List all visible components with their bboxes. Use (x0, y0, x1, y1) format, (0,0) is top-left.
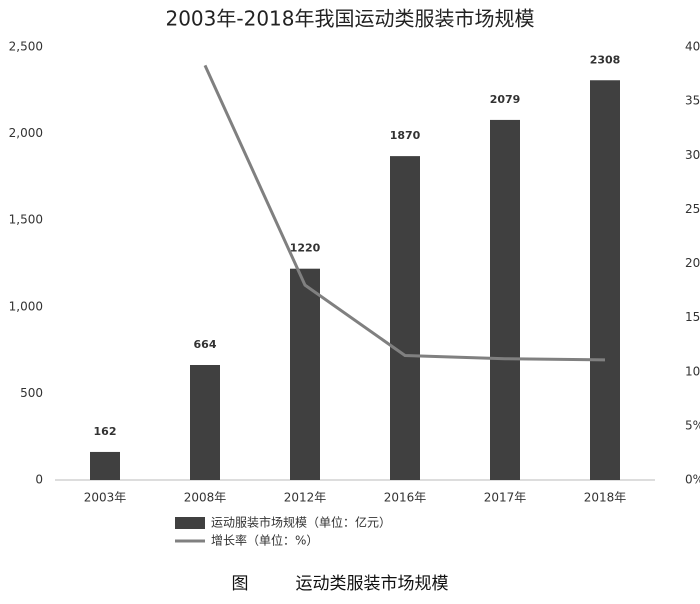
bar (490, 119, 520, 480)
bar (90, 451, 120, 480)
x-tick-label: 2003年 (84, 491, 127, 505)
y2-tick-label: 40% (685, 40, 700, 54)
bar (590, 80, 620, 481)
bar (190, 364, 220, 480)
y2-tick-label: 20% (685, 256, 700, 270)
x-tick-label: 2016年 (384, 491, 427, 505)
x-tick-label: 2018年 (584, 491, 627, 505)
value-label: 162 (94, 425, 117, 438)
x-tick-label: 2017年 (484, 491, 527, 505)
x-tick-label: 2012年 (284, 491, 327, 505)
y2-tick-label: 25% (685, 202, 700, 216)
y2-tick-label: 5% (685, 418, 700, 432)
y-tick-label: 0 (35, 473, 43, 487)
growth-line (203, 64, 606, 362)
value-label: 1870 (390, 129, 421, 142)
value-label: 2308 (590, 53, 621, 66)
bar (290, 268, 320, 480)
figure-label: 图 (232, 574, 249, 594)
legend-label: 运动服装市场规模（单位：亿元） (211, 515, 391, 530)
y2-tick-label: 15% (685, 310, 700, 324)
y-tick-label: 2,000 (9, 126, 43, 140)
value-label: 664 (194, 338, 217, 351)
chart-title: 2003年-2018年我国运动类服装市场规模 (165, 7, 534, 31)
y2-tick-label: 10% (685, 364, 700, 378)
y-tick-label: 1,000 (9, 299, 43, 313)
y-tick-label: 500 (20, 386, 43, 400)
value-label: 1220 (290, 242, 321, 255)
y-tick-label: 1,500 (9, 213, 43, 227)
y2-tick-label: 0% (685, 473, 700, 487)
y-tick-label: 2,500 (9, 40, 43, 54)
y2-tick-label: 35% (685, 94, 700, 108)
legend-swatch (175, 517, 205, 529)
value-label: 2079 (490, 93, 521, 106)
y2-tick-label: 30% (685, 148, 700, 162)
figure-caption: 运动类服装市场规模 (296, 574, 449, 594)
legend-label: 增长率（单位：%） (211, 533, 318, 548)
bar (390, 156, 420, 480)
x-tick-label: 2008年 (184, 491, 227, 505)
